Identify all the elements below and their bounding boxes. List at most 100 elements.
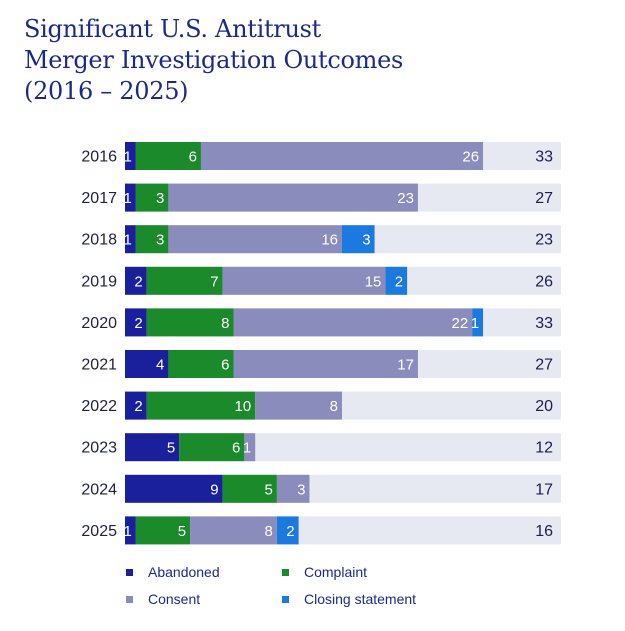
total-label-2019: 26	[535, 273, 553, 290]
year-label-2025: 2025	[81, 523, 117, 540]
data-label-consent-2023: 1	[243, 440, 251, 457]
data-label-complaint-2020: 8	[221, 315, 229, 332]
bar-segment-abandoned-2021	[125, 350, 169, 378]
year-label-2017: 2017	[81, 190, 117, 207]
total-label-2018: 23	[535, 232, 553, 249]
total-label-2025: 16	[535, 523, 553, 540]
total-label-2021: 27	[535, 357, 553, 374]
bar-segment-consent-2025	[190, 516, 277, 545]
bar-segment-abandoned-2018	[125, 225, 136, 254]
bar-segment-consent-2019	[222, 266, 386, 295]
data-label-closing-2025: 2	[286, 523, 294, 540]
year-label-2024: 2024	[81, 481, 117, 498]
chart-title-line-2: Merger Investigation Outcomes	[24, 46, 404, 74]
data-label-complaint-2024: 5	[265, 481, 273, 498]
legend-label-closing: Closing statement	[304, 591, 417, 607]
legend-item-closing: Closing statement	[282, 591, 416, 607]
total-label-2017: 27	[535, 190, 553, 207]
bar-segment-consent-2017	[168, 183, 418, 212]
bar-segment-abandoned-2025	[125, 516, 136, 545]
year-label-2023: 2023	[81, 440, 117, 457]
year-label-2018: 2018	[81, 232, 117, 249]
year-label-2021: 2021	[81, 357, 117, 374]
year-label-2019: 2019	[81, 273, 117, 290]
total-label-2022: 20	[535, 398, 553, 415]
data-label-abandoned-2022: 2	[134, 398, 142, 415]
legend-swatch-complaint	[282, 568, 289, 576]
bar-segment-consent-2016	[200, 142, 484, 170]
data-label-abandoned-2019: 2	[134, 273, 142, 290]
legend-item-complaint: Complaint	[282, 564, 367, 580]
bar-segment-complaint-2019	[146, 266, 223, 295]
data-label-complaint-2025: 5	[178, 523, 186, 540]
data-label-complaint-2023: 6	[232, 440, 240, 457]
bar-segment-complaint-2018	[135, 225, 169, 254]
data-label-abandoned-2016: 1	[124, 149, 132, 166]
data-label-complaint-2016: 6	[189, 149, 197, 166]
legend-swatch-abandoned	[126, 568, 133, 576]
bar-segment-abandoned-2017	[125, 183, 136, 212]
bar-segment-abandoned-2024	[125, 474, 223, 503]
bar-segment-consent-2018	[168, 225, 342, 254]
total-label-2016: 33	[535, 149, 553, 166]
data-label-complaint-2019: 7	[210, 273, 218, 290]
bar-segment-closing-2019	[385, 266, 408, 295]
data-label-complaint-2018: 3	[156, 232, 164, 249]
data-label-consent-2022: 8	[330, 398, 338, 415]
data-label-consent-2017: 23	[397, 190, 414, 207]
chart-legend: Abandoned Complaint Consent Closing stateme…	[126, 564, 546, 616]
legend-swatch-consent	[126, 595, 133, 603]
data-label-abandoned-2024: 9	[210, 481, 218, 498]
data-label-consent-2021: 17	[397, 357, 414, 374]
bar-segment-complaint-2025	[135, 516, 191, 545]
chart-title: Significant U.S. Antitrust Merger Invest…	[24, 14, 584, 107]
bar-segment-abandoned-2019	[125, 266, 147, 295]
bar-segment-abandoned-2020	[125, 308, 147, 337]
data-label-consent-2024: 3	[297, 481, 305, 498]
legend-swatch-closing	[282, 595, 289, 603]
bar-segment-complaint-2021	[168, 350, 234, 378]
bar-segment-abandoned-2016	[125, 142, 136, 170]
bar-segment-complaint-2016	[135, 142, 201, 170]
total-label-2020: 33	[535, 315, 553, 332]
bar-segment-consent-2021	[233, 350, 418, 378]
bar-segment-consent-2022	[255, 391, 342, 420]
legend-item-consent: Consent	[126, 591, 200, 607]
bar-segment-complaint-2020	[146, 308, 234, 337]
bar-segment-consent-2023	[244, 433, 256, 462]
legend-label-complaint: Complaint	[304, 564, 368, 580]
bar-segment-consent-2020	[233, 308, 473, 337]
data-label-consent-2020: 22	[452, 315, 469, 332]
data-label-complaint-2022: 10	[235, 398, 252, 415]
data-label-closing-2018: 3	[362, 232, 370, 249]
data-label-abandoned-2020: 2	[134, 315, 142, 332]
data-label-closing-2020: 1	[471, 315, 479, 332]
bar-segment-abandoned-2023	[125, 433, 180, 462]
legend-item-abandoned: Abandoned	[126, 564, 220, 580]
bar-segment-complaint-2022	[146, 391, 256, 420]
data-label-abandoned-2021: 4	[156, 357, 164, 374]
data-label-consent-2018: 16	[321, 232, 338, 249]
chart-title-line-3: (2016 – 2025)	[24, 77, 189, 105]
chart-title-line-1: Significant U.S. Antitrust	[24, 15, 321, 43]
data-label-closing-2019: 2	[395, 273, 403, 290]
data-label-consent-2016: 26	[462, 149, 479, 166]
year-label-2022: 2022	[81, 398, 117, 415]
legend-label-consent: Consent	[148, 591, 201, 607]
data-label-consent-2019: 15	[365, 273, 382, 290]
data-label-abandoned-2025: 1	[124, 523, 132, 540]
bar-segment-closing-2018	[342, 225, 375, 254]
bar-segment-complaint-2017	[135, 183, 169, 212]
data-label-consent-2025: 8	[265, 523, 273, 540]
data-label-complaint-2017: 3	[156, 190, 164, 207]
year-label-2016: 2016	[81, 149, 117, 166]
bar-segment-complaint-2023	[179, 433, 245, 462]
total-label-2023: 12	[535, 440, 553, 457]
data-label-abandoned-2018: 1	[124, 232, 132, 249]
data-label-abandoned-2023: 5	[167, 440, 175, 457]
bar-segment-closing-2025	[276, 516, 299, 545]
year-label-2020: 2020	[81, 315, 117, 332]
bar-segment-complaint-2024	[222, 474, 277, 503]
data-label-complaint-2021: 6	[221, 357, 229, 374]
